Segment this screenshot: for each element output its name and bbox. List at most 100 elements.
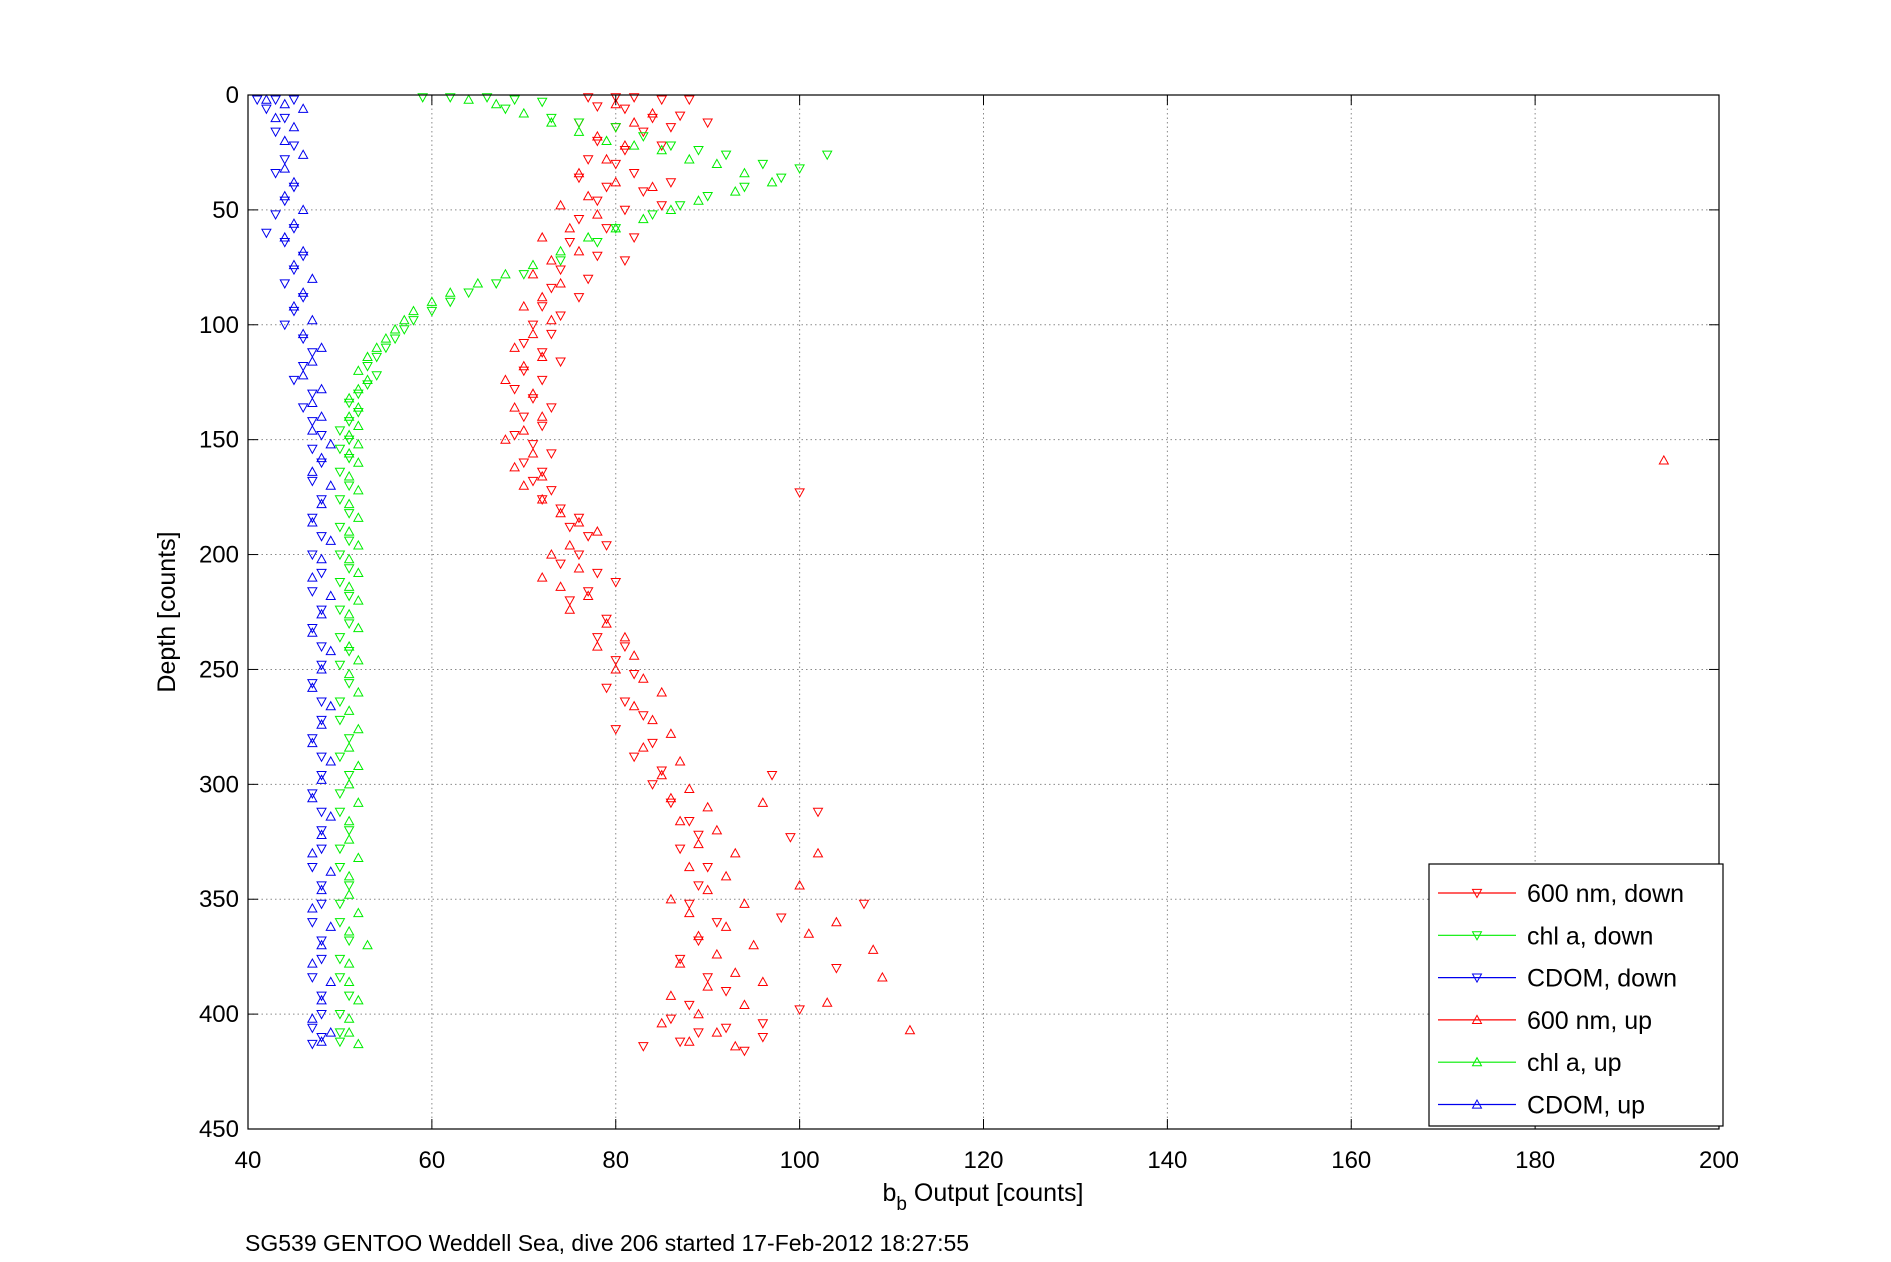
- data-point: [573, 173, 585, 184]
- data-point: [757, 1019, 769, 1029]
- data-point: [683, 1036, 695, 1046]
- data-point: [352, 1038, 364, 1049]
- data-point: [536, 470, 548, 481]
- legend-label: chl a, up: [1527, 1049, 1622, 1077]
- data-point: [665, 893, 677, 904]
- data-point: [316, 605, 327, 616]
- data-point: [683, 783, 695, 794]
- data-point: [637, 1042, 649, 1052]
- data-point: [316, 807, 327, 818]
- data-point: [307, 424, 318, 435]
- data-point: [307, 1039, 318, 1050]
- data-point: [647, 714, 658, 725]
- series-600-nm-down: [509, 93, 870, 1057]
- data-point: [656, 144, 668, 155]
- data-point: [325, 976, 337, 987]
- data-point: [693, 881, 704, 891]
- data-point: [610, 176, 622, 187]
- data-point: [683, 153, 695, 164]
- data-point: [307, 789, 318, 800]
- data-point: [775, 913, 787, 924]
- x-tick-label: 100: [780, 1147, 820, 1174]
- data-point: [601, 617, 612, 628]
- data-point: [739, 1046, 750, 1057]
- legend-label: CDOM, down: [1527, 965, 1677, 993]
- y-tick-label: 250: [199, 656, 239, 683]
- data-point: [261, 94, 272, 104]
- legend-label: 600 nm, up: [1527, 1007, 1652, 1035]
- data-point: [573, 293, 585, 303]
- data-point: [334, 899, 346, 910]
- data-point: [582, 274, 594, 285]
- data-point: [371, 352, 383, 363]
- data-point: [546, 403, 557, 414]
- data-point: [334, 1010, 346, 1020]
- data-point: [702, 973, 714, 983]
- data-point: [297, 251, 309, 262]
- grid-lines: [248, 95, 1719, 1129]
- data-point: [739, 898, 750, 908]
- data-point: [674, 755, 686, 766]
- data-point: [316, 752, 327, 763]
- data-point: [601, 683, 612, 694]
- data-point: [307, 516, 318, 527]
- data-point: [628, 669, 640, 680]
- data-point: [711, 918, 723, 928]
- data-point: [352, 365, 364, 375]
- data-point: [536, 421, 548, 432]
- data-point: [674, 844, 686, 855]
- data-point: [371, 371, 383, 381]
- data-point: [637, 742, 649, 752]
- data-point: [316, 774, 327, 784]
- data-point: [656, 766, 668, 777]
- data-point: [527, 394, 539, 404]
- data-point: [389, 323, 401, 334]
- data-point: [408, 316, 419, 326]
- data-point: [647, 107, 658, 118]
- data-point: [343, 526, 355, 536]
- data-point: [371, 342, 383, 352]
- data-point: [297, 149, 309, 159]
- data-point: [316, 532, 327, 542]
- data-point: [307, 466, 318, 476]
- data-point: [555, 277, 566, 288]
- data-point: [316, 411, 327, 421]
- data-point: [316, 936, 327, 947]
- data-point: [316, 884, 327, 895]
- data-point: [582, 587, 594, 597]
- data-point: [601, 614, 612, 625]
- data-point: [601, 153, 612, 164]
- legend-marker: [1471, 973, 1483, 984]
- data-point: [408, 305, 419, 316]
- data-point: [509, 95, 520, 106]
- data-point: [334, 467, 346, 478]
- data-point: [656, 201, 668, 211]
- data-points: [251, 93, 1670, 1057]
- data-point: [518, 339, 530, 349]
- data-point: [573, 126, 585, 136]
- data-point: [307, 356, 318, 366]
- data-point: [546, 254, 557, 265]
- data-point: [261, 104, 272, 115]
- data-point: [564, 604, 576, 614]
- data-point: [619, 631, 631, 642]
- data-point: [555, 311, 566, 322]
- data-point: [316, 608, 327, 619]
- data-point: [334, 862, 346, 873]
- data-point: [555, 559, 566, 570]
- data-point: [647, 210, 658, 221]
- data-point: [628, 233, 640, 243]
- data-point: [821, 150, 833, 161]
- data-point: [279, 237, 291, 248]
- data-point: [279, 162, 291, 173]
- data-point: [325, 645, 337, 656]
- data-point: [307, 348, 318, 358]
- data-point: [343, 640, 355, 651]
- x-tick-label: 60: [419, 1147, 446, 1174]
- data-point: [720, 921, 732, 931]
- data-point: [343, 553, 355, 564]
- data-point: [316, 458, 327, 469]
- data-point: [665, 141, 677, 152]
- data-point: [610, 159, 622, 170]
- data-point: [555, 245, 566, 256]
